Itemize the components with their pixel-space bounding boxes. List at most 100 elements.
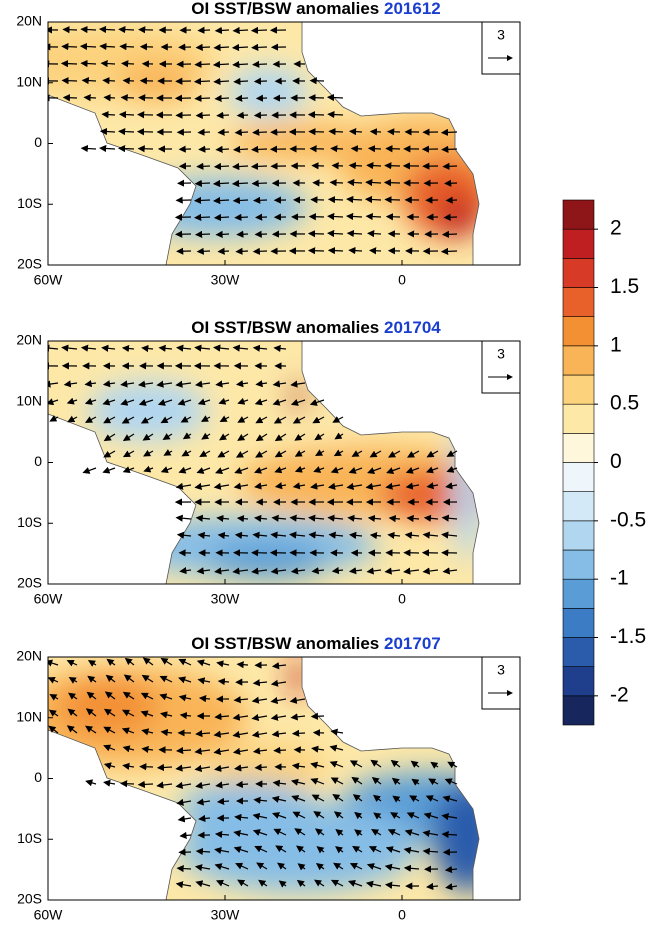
colorbar-bin xyxy=(563,433,594,462)
y-tick-label: 20S xyxy=(17,256,42,272)
colorbar-bin xyxy=(563,229,594,258)
y-tick-label: 20S xyxy=(17,575,42,591)
wind-arrow xyxy=(199,30,210,31)
wind-arrow xyxy=(197,47,210,48)
wind-arrow xyxy=(178,868,191,869)
wind-arrow xyxy=(197,166,210,167)
wind-arrow xyxy=(233,166,248,167)
colorbar-label: -2 xyxy=(610,683,629,706)
title-text: OI SST/BSW anomalies xyxy=(191,634,379,653)
wind-arrow xyxy=(309,250,324,251)
wind-arrow xyxy=(195,81,210,82)
colorbar-bin xyxy=(563,667,594,696)
wind-arrow xyxy=(105,97,115,98)
wind-arrow xyxy=(442,251,457,252)
wind-arrow xyxy=(217,115,229,116)
colorbar-label: 2 xyxy=(610,217,622,240)
wind-arrow xyxy=(103,80,115,81)
anomaly-blob xyxy=(438,197,478,237)
wind-arrow xyxy=(199,132,210,133)
wind-arrow xyxy=(101,131,115,132)
wind-arrow xyxy=(121,783,134,784)
wind-arrow xyxy=(309,131,324,132)
wind-arrow xyxy=(81,29,96,30)
wind-arrow xyxy=(348,233,362,234)
wind-arrow xyxy=(195,98,210,99)
wind-arrow xyxy=(309,97,324,98)
wind-arrow xyxy=(124,80,134,81)
wind-arrow xyxy=(198,251,210,252)
wind-arrow xyxy=(103,114,115,115)
wind-arrow xyxy=(385,165,400,166)
wind-arrow xyxy=(219,251,229,252)
anomaly-blob xyxy=(228,124,388,160)
wind-arrow xyxy=(234,149,248,150)
wind-arrow xyxy=(233,183,248,184)
wind-arrow xyxy=(328,97,343,98)
y-tick-label: 20S xyxy=(17,891,42,907)
wind-arrow xyxy=(122,97,134,98)
colorbar-bin xyxy=(563,346,594,375)
y-tick-label: 10S xyxy=(17,195,42,211)
wind-arrow xyxy=(158,767,172,768)
wind-arrow xyxy=(64,29,77,30)
wind-arrow xyxy=(328,216,343,217)
colorbar-label: -1 xyxy=(610,567,629,590)
wind-arrow xyxy=(236,98,248,99)
y-tick-label: 10N xyxy=(16,708,42,724)
y-tick-label: 10S xyxy=(17,830,42,846)
wind-arrow xyxy=(255,115,267,116)
wind-arrow xyxy=(252,30,267,31)
anomaly-field xyxy=(0,22,520,265)
wind-arrow xyxy=(293,733,305,734)
colorbar-bin xyxy=(563,550,594,579)
wind-arrow xyxy=(330,131,343,132)
title-date: 201707 xyxy=(384,634,441,653)
wind-arrow xyxy=(196,183,210,184)
x-tick-label: 60W xyxy=(34,907,64,923)
wind-arrow xyxy=(235,217,248,218)
ref-vector-label: 3 xyxy=(497,27,505,43)
wind-arrow xyxy=(349,250,362,251)
colorbar-bin xyxy=(563,579,594,608)
wind-arrow xyxy=(370,250,381,251)
wind-arrow xyxy=(252,149,267,150)
anomaly-blob xyxy=(288,381,308,411)
colorbar-bin xyxy=(563,492,594,521)
wind-arrow xyxy=(254,200,267,201)
y-tick-label: 10N xyxy=(16,73,42,89)
wind-arrow xyxy=(309,233,324,234)
wind-arrow xyxy=(215,166,229,167)
wind-arrow xyxy=(82,148,96,149)
wind-arrow xyxy=(350,131,362,132)
wind-arrow xyxy=(85,97,96,98)
colorbar-bin xyxy=(563,521,594,550)
wind-arrow xyxy=(120,114,134,115)
wind-arrow xyxy=(368,233,381,234)
colorbar-bin xyxy=(563,200,594,229)
wind-arrow xyxy=(197,115,210,116)
wind-arrow xyxy=(64,97,77,98)
wind-arrow xyxy=(442,132,457,133)
colorbar: -2-1.5-1-0.500.511.52 xyxy=(563,200,646,725)
wind-arrow xyxy=(366,182,381,183)
anomaly-blob xyxy=(88,381,208,441)
wind-arrow xyxy=(119,29,134,30)
wind-arrow xyxy=(238,115,248,116)
wind-arrow xyxy=(252,47,267,48)
wind-arrow xyxy=(195,200,210,201)
ref-vector-label: 3 xyxy=(497,346,505,362)
colorbar-label: -1.5 xyxy=(610,625,646,648)
wind-arrow xyxy=(119,131,134,132)
wind-arrow xyxy=(234,81,248,82)
y-tick-label: 10N xyxy=(16,392,42,408)
wind-arrow xyxy=(348,182,362,183)
wind-arrow xyxy=(234,30,248,31)
wind-arrow xyxy=(329,199,343,200)
wind-arrow xyxy=(367,216,381,217)
colorbar-bin xyxy=(563,375,594,404)
wind-arrow xyxy=(443,166,457,167)
anomaly-blob xyxy=(228,67,308,117)
